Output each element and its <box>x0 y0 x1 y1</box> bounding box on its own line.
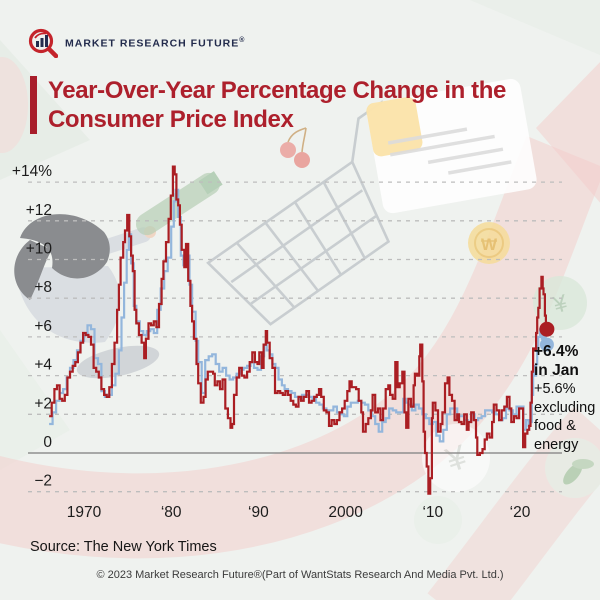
cherries-illustration <box>280 127 310 168</box>
end-value-annotation: +6.4% in Jan +5.6% excluding food & ener… <box>534 343 600 455</box>
currency-watermark: ¥ <box>422 424 490 492</box>
headline-cpi-line <box>49 165 548 495</box>
headline-cpi-month: in Jan <box>534 361 579 379</box>
x-tick-label: ‘10 <box>422 504 443 521</box>
y-tick-label: +10 <box>26 241 53 258</box>
core-cpi-value: +5.6% <box>534 381 576 398</box>
registered-mark: ® <box>239 36 246 44</box>
x-tick-label: ‘20 <box>510 504 531 521</box>
x-tick-label: 1970 <box>67 504 102 521</box>
hair <box>20 214 110 279</box>
core-cpi-note: energy <box>534 436 579 453</box>
page-title: Year-Over-Year Percentage Change in the … <box>48 76 506 134</box>
y-tick-label: 0 <box>43 434 52 451</box>
title-line-1: Year-Over-Year Percentage Change in the <box>48 77 506 104</box>
title-accent-bar <box>30 76 37 134</box>
svg-text:W: W <box>481 235 498 254</box>
y-tick-label: +4 <box>34 357 52 374</box>
core-cpi-note: excluding <box>534 399 596 416</box>
brand-header: MARKET RESEARCH FUTURE® <box>28 28 245 58</box>
headline-cpi-end-dot <box>539 321 555 337</box>
y-tick-label: +6 <box>34 318 52 335</box>
core-cpi-end-dot <box>539 337 554 352</box>
title-line-2: Consumer Price Index <box>48 106 294 133</box>
corner-shape <box>470 0 600 55</box>
pink-blob <box>0 57 28 153</box>
core-cpi-note: food & <box>534 418 576 435</box>
market-research-future-logo-icon <box>28 28 58 58</box>
y-tick-label: +14% <box>12 163 52 180</box>
corner-shape <box>0 40 90 180</box>
title-block: Year-Over-Year Percentage Change in the … <box>30 76 506 134</box>
x-tick-label: ‘80 <box>161 504 182 521</box>
copyright-footer: © 2023 Market Research Future®(Part of W… <box>96 569 504 581</box>
brand-name: MARKET RESEARCH FUTURE® <box>65 36 246 50</box>
coin-illustration: W <box>468 222 510 264</box>
green-blob <box>414 496 462 544</box>
y-tick-label: +2 <box>34 395 52 412</box>
x-tick-label: ‘90 <box>248 504 269 521</box>
receipt-illustration <box>366 78 537 214</box>
hair <box>14 240 53 300</box>
y-tick-label: +12 <box>26 202 52 219</box>
headline-cpi-value: +6.4% <box>534 343 579 360</box>
source-attribution: Source: The New York Times <box>30 539 217 555</box>
corner-shape <box>0 330 70 470</box>
y-tick-label: +8 <box>34 279 52 296</box>
y-tick-label: −2 <box>34 473 52 490</box>
x-tick-label: 2000 <box>328 504 363 521</box>
